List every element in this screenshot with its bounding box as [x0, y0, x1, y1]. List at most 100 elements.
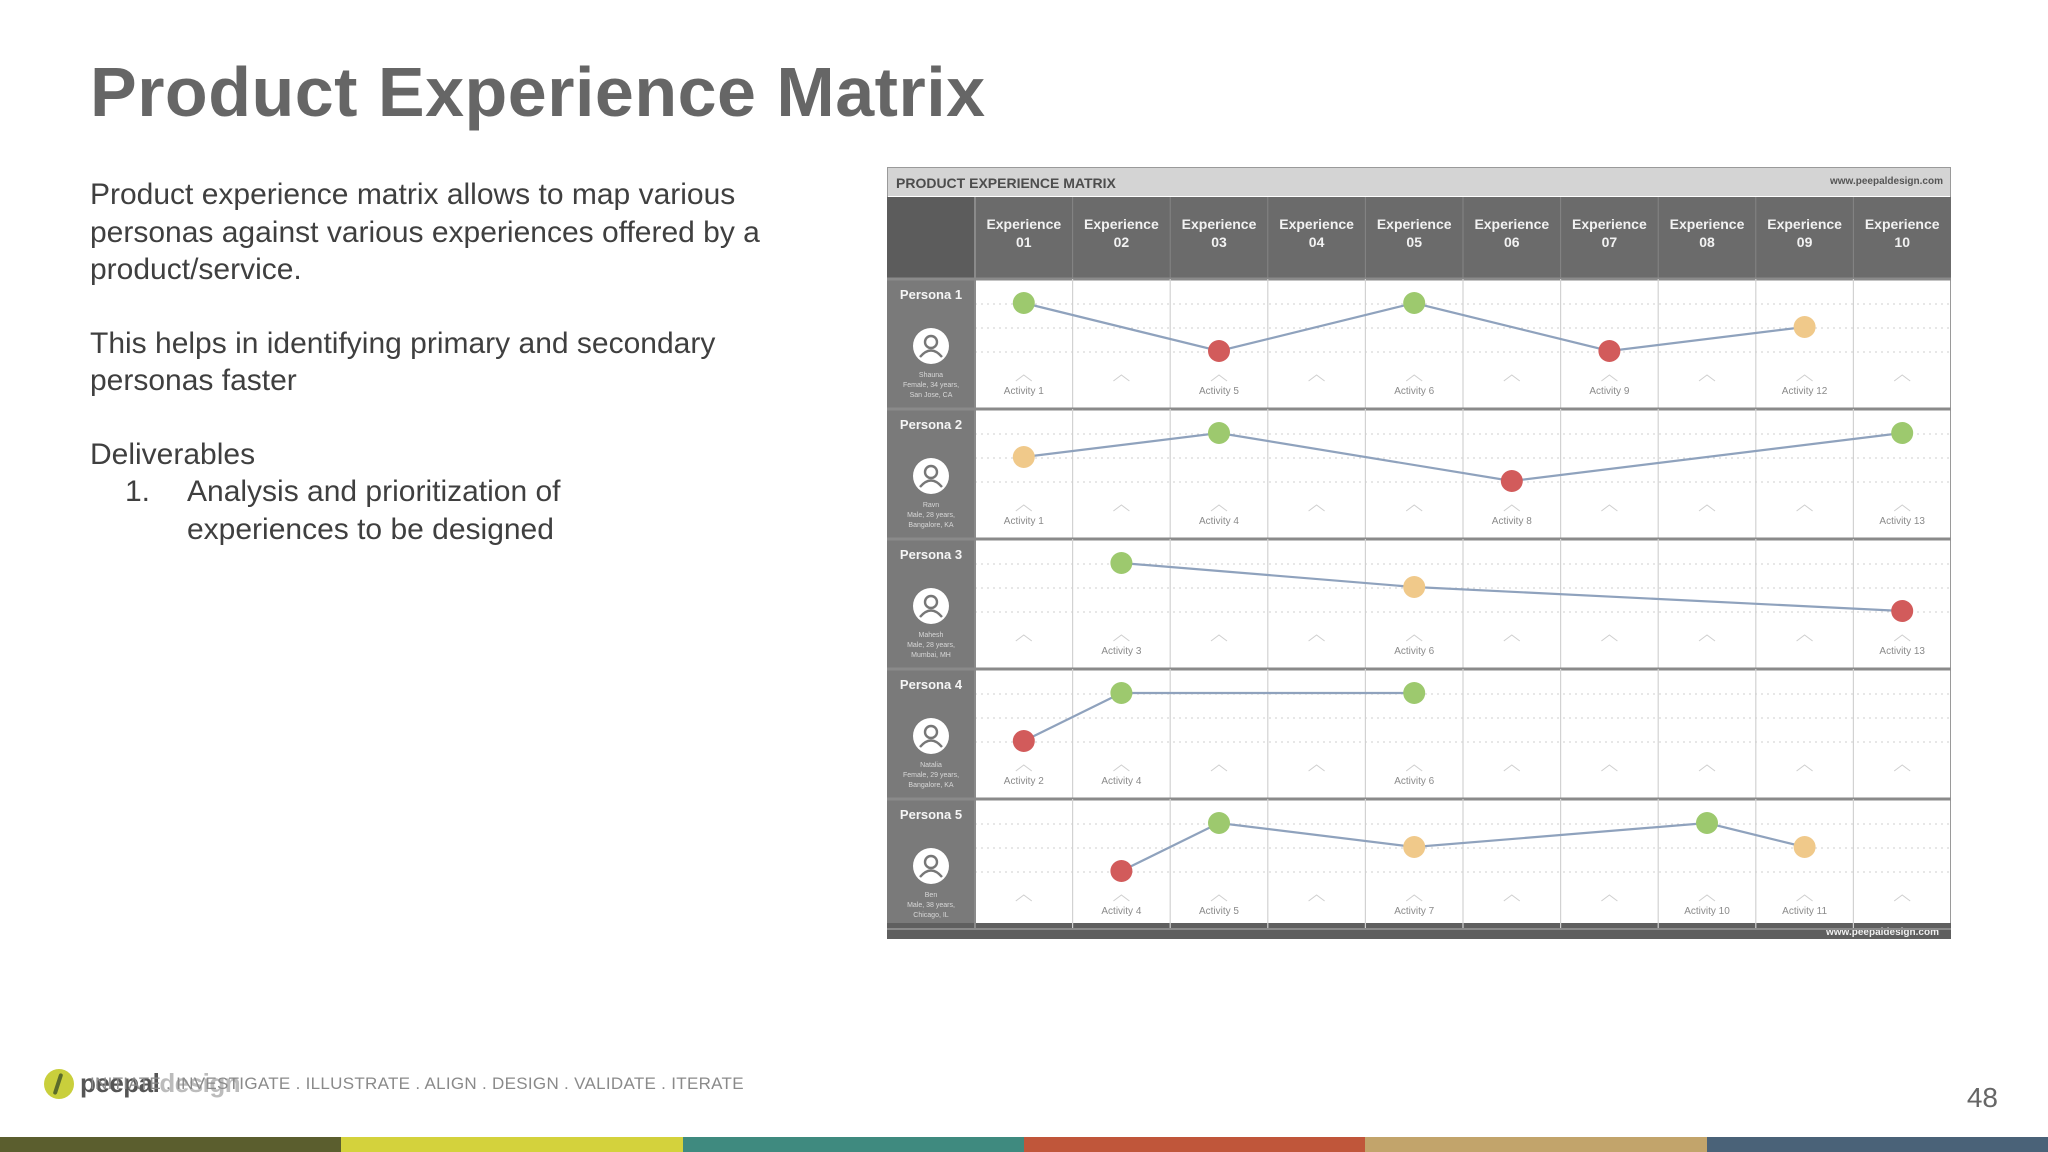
cell-tick	[1601, 764, 1618, 772]
logo-wordmark: peepaldesign	[80, 1068, 241, 1099]
cell-tick	[1796, 504, 1813, 512]
experience-header-label: Experience	[1767, 216, 1842, 232]
avatar-body	[919, 739, 943, 748]
experience-header-number: 05	[1406, 234, 1422, 250]
deliverable-item: 1. Analysis and prioritization of experi…	[90, 473, 790, 548]
logo-bold-text: peepal	[80, 1068, 160, 1098]
experience-header-number: 08	[1699, 234, 1715, 250]
corner-cell	[887, 197, 975, 279]
activity-label: Activity 6	[1394, 776, 1434, 787]
experience-header-number: 06	[1504, 234, 1520, 250]
cell-tick	[1210, 504, 1228, 512]
matrix-footer-bar	[887, 923, 1951, 939]
activity-label: Activity 8	[1492, 516, 1532, 527]
cell-tick	[1210, 374, 1228, 382]
persona-info: Shauna	[919, 372, 943, 379]
experience-header-number: 04	[1309, 234, 1325, 250]
matrix-footer-url: www.peepaldesign.com	[1825, 927, 1939, 938]
data-point	[1696, 812, 1718, 834]
experience-header-number: 07	[1602, 234, 1618, 250]
cell-tick	[1503, 374, 1521, 382]
persona-name: Persona 5	[900, 807, 962, 822]
cell-tick	[1113, 374, 1130, 382]
cell-tick	[1893, 634, 1911, 642]
persona-info: San Jose, CA	[910, 392, 953, 399]
cell-tick	[1796, 894, 1813, 902]
persona-info: Chicago, IL	[913, 912, 949, 919]
benefit-paragraph: This helps in identifying primary and se…	[90, 326, 716, 398]
cell-tick	[1893, 894, 1911, 902]
cell-tick	[1308, 764, 1325, 772]
persona-info: Mahesh	[919, 632, 944, 639]
activity-label: Activity 12	[1782, 386, 1828, 397]
cell-tick	[1796, 374, 1813, 382]
activity-label: Activity 3	[1101, 646, 1141, 657]
persona-info: Ravn	[923, 502, 939, 509]
cell-tick	[1405, 764, 1423, 772]
cell-tick	[1405, 504, 1423, 512]
experience-header-number: 10	[1894, 234, 1910, 250]
cell-tick	[1503, 504, 1521, 512]
data-point	[1403, 576, 1426, 598]
cell-tick	[1015, 374, 1033, 382]
activity-label: Activity 11	[1782, 906, 1827, 917]
body-text: Product experience matrix allows to map …	[90, 176, 790, 548]
persona-name: Persona 1	[900, 287, 962, 302]
cell-tick	[1405, 374, 1423, 382]
avatar-head	[923, 464, 939, 480]
column-header-bar	[887, 197, 1951, 279]
leaf-icon	[44, 1068, 74, 1099]
persona-info: Male, 38 years,	[907, 902, 955, 909]
persona-name: Persona 3	[900, 547, 962, 562]
activity-label: Activity 5	[1199, 906, 1239, 917]
cell-tick	[1893, 374, 1911, 382]
deliverable-text: Analysis and prioritization of experienc…	[187, 475, 561, 546]
cell-tick	[1796, 764, 1813, 772]
matrix-chart: PRODUCT EXPERIENCE MATRIX www.peepaldesig…	[887, 167, 1951, 939]
data-point	[1208, 812, 1230, 834]
matrix-header-title: PRODUCT EXPERIENCE MATRIX	[896, 175, 1117, 191]
cell-tick	[1405, 634, 1423, 642]
data-point	[1012, 446, 1035, 468]
cell-tick	[1308, 634, 1325, 642]
avatar-body	[919, 609, 943, 618]
cell-tick	[1113, 634, 1130, 642]
experience-header-label: Experience	[1474, 216, 1549, 232]
persona-info: Female, 34 years,	[903, 382, 959, 389]
persona-info: Male, 28 years,	[907, 512, 955, 519]
persona-info: Bangalore, KA	[908, 782, 953, 789]
color-segment-6	[1706, 1137, 2048, 1152]
activity-label: Activity 1	[1004, 386, 1044, 397]
cell-tick	[1601, 894, 1618, 902]
persona-name: Persona 4	[900, 677, 963, 692]
avatar-icon	[913, 588, 949, 624]
cell-tick	[1210, 764, 1228, 772]
deliverable-number: 1.	[125, 475, 151, 508]
cell-tick	[1893, 504, 1911, 512]
matrix-frame	[887, 167, 1951, 939]
matrix-header-bar	[888, 168, 1950, 196]
cell-tick	[1601, 634, 1618, 642]
cell-tick	[1698, 504, 1716, 512]
experience-header-number: 03	[1211, 234, 1227, 250]
activity-label: Activity 7	[1394, 906, 1434, 917]
cell-tick	[1308, 374, 1325, 382]
matrix-header-url: www.peepaldesign.com	[1829, 176, 1943, 187]
activity-label: Activity 13	[1879, 516, 1925, 527]
activity-label: Activity 4	[1101, 906, 1141, 917]
activity-label: Activity 4	[1199, 516, 1239, 527]
cell-tick	[1210, 634, 1228, 642]
page-title: Product Experience Matrix	[90, 53, 986, 131]
activity-label: Activity 4	[1101, 776, 1141, 787]
cell-tick	[1210, 894, 1228, 902]
cell-tick	[1698, 894, 1716, 902]
persona-info: Female, 29 years,	[903, 772, 959, 779]
deliverables-heading: Deliverables	[90, 437, 256, 471]
cell-tick	[1015, 764, 1033, 772]
tagline: INITIATE . INVESTIGATE . ILLUSTRATE . AL…	[90, 1074, 744, 1093]
data-point	[1793, 836, 1816, 858]
experience-header-label: Experience	[986, 216, 1061, 232]
cell-tick	[1113, 764, 1130, 772]
data-point	[1891, 422, 1914, 444]
activity-label: Activity 13	[1879, 646, 1925, 657]
